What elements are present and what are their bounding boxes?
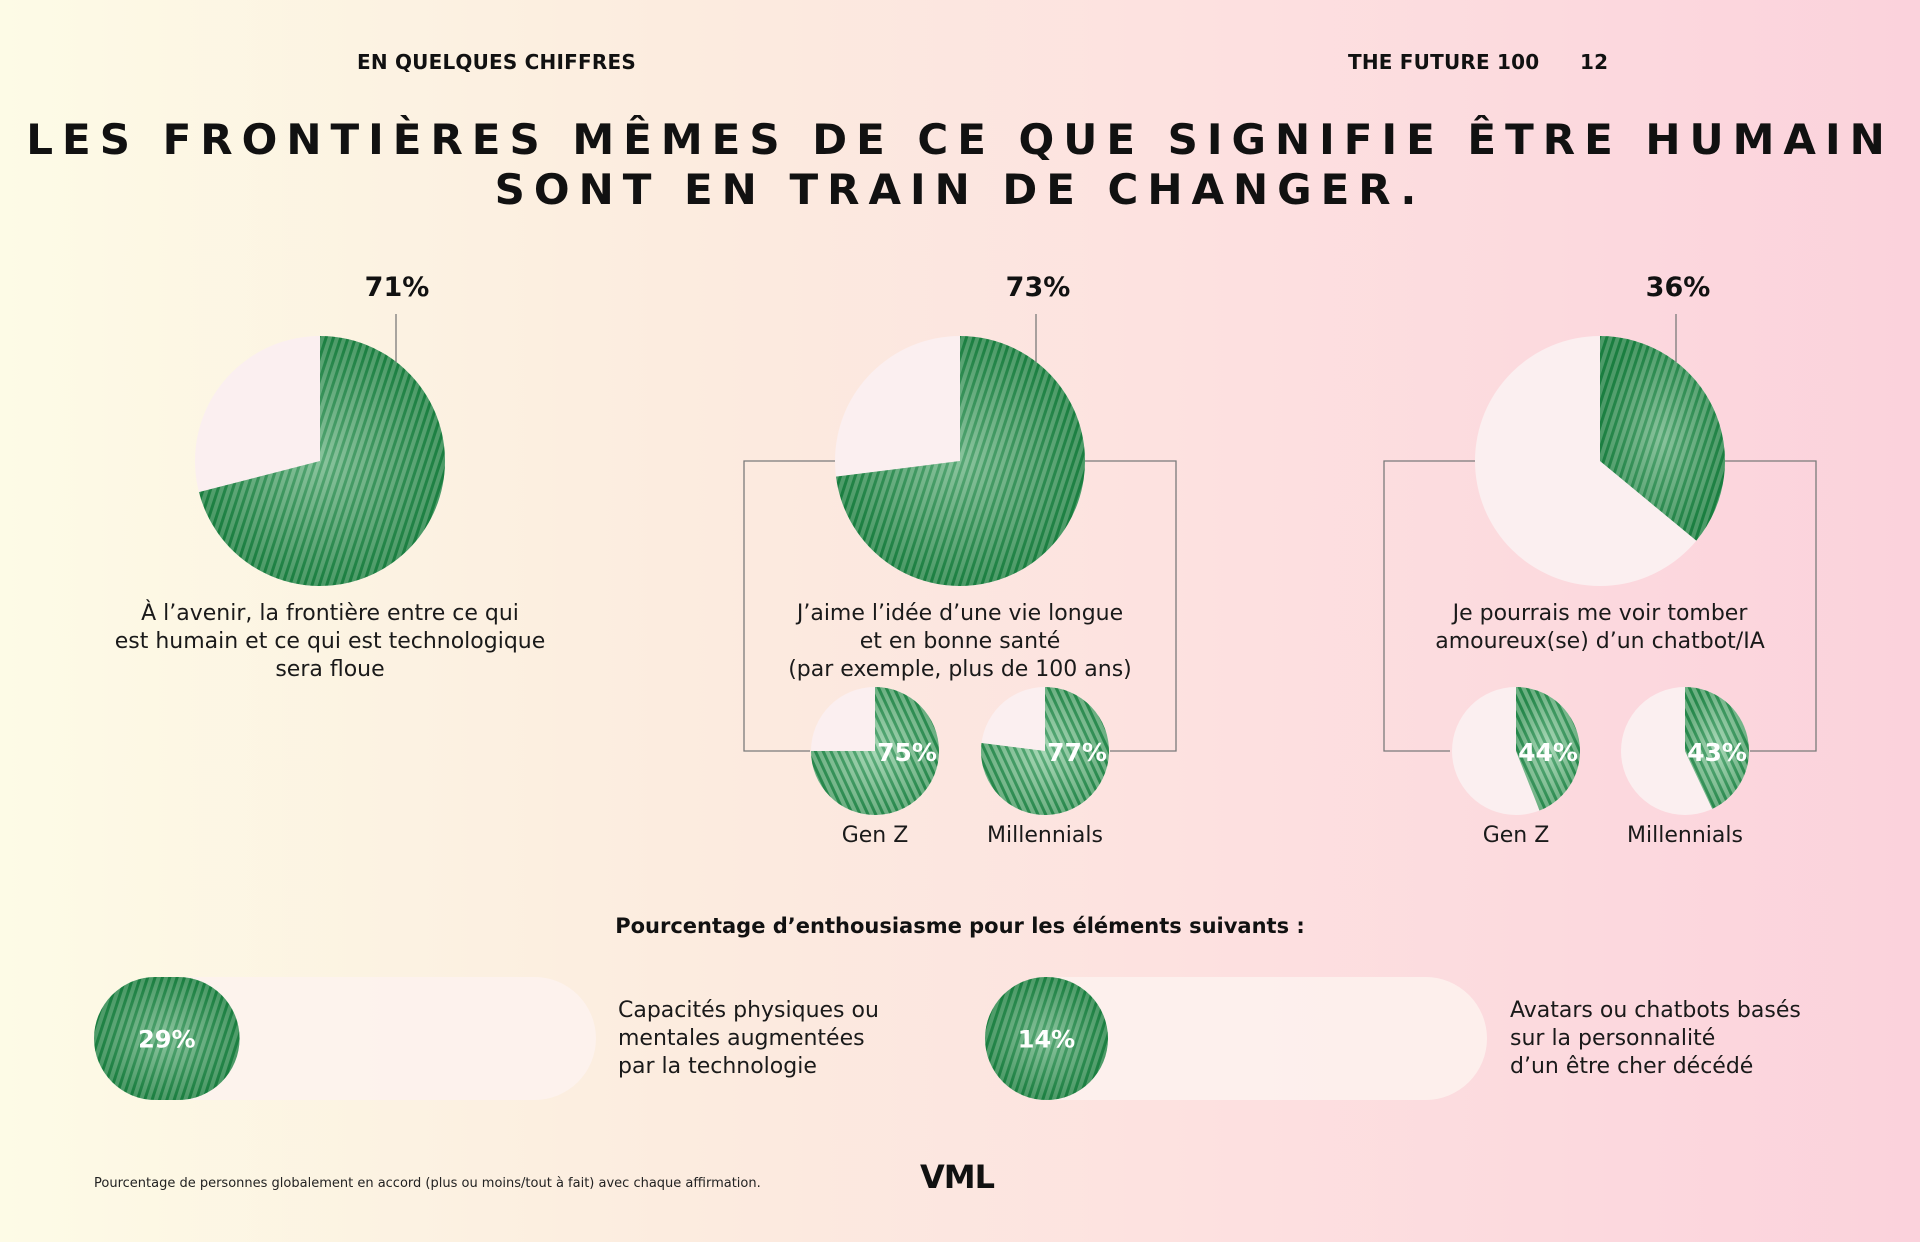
pie-1-caption-line: sera floue [275, 657, 385, 682]
pie-3-caption-line: Je pourrais me voir tomber [1452, 601, 1748, 626]
pie-3-bracket-right [1725, 460, 1817, 752]
page-title-line-2: SONT EN TRAIN DE CHANGER. [494, 165, 1426, 214]
bar-2-description-line: Avatars ou chatbots basés [1510, 998, 1801, 1023]
pie-3-bracket-left [1383, 460, 1475, 752]
bar-2-description: Avatars ou chatbots basés sur la personn… [1510, 997, 1801, 1081]
bar-1-description-line: par la technologie [618, 1054, 817, 1079]
bar-1-description: Capacités physiques ou mentales augmenté… [618, 997, 879, 1081]
bar-2-description-line: d’un être cher décédé [1510, 1054, 1754, 1079]
bar-1-fill-shade [94, 977, 240, 1100]
pie-1-value-label: 71% [364, 272, 430, 303]
page-title-line-1: LES FRONTIÈRES MÊMES DE CE QUE SIGNIFIE … [26, 115, 1894, 164]
pie-3-value-label: 36% [1645, 272, 1711, 303]
pie-2-caption-line: et en bonne santé [859, 629, 1061, 654]
pie-3-slice-shade [1600, 336, 1726, 541]
vml-logo: VML [920, 1158, 995, 1196]
pie-3-genz-label: Gen Z [1482, 823, 1550, 848]
pie-2-millennials-value-label: 77% [1047, 738, 1107, 767]
page-number: 12 [1580, 50, 1609, 74]
pie-2-slice-shade [835, 336, 1086, 587]
pie-2-caption-line: (par exemple, plus de 100 ans) [788, 657, 1132, 682]
pie-2-genz-label: Gen Z [841, 823, 909, 848]
pie-3-millennials-label: Millennials [1627, 823, 1743, 848]
pie-2-millennials-label: Millennials [987, 823, 1103, 848]
pie-2-bracket-left [743, 460, 835, 752]
pie-2-millennials-slice-shade [980, 687, 1109, 815]
publication-title: THE FUTURE 100 [1348, 50, 1540, 74]
pie-1-caption-line: est humain et ce qui est technologique [114, 629, 546, 654]
pie-2-caption: J’aime l’idée d’une vie longue et en bon… [760, 600, 1160, 684]
bar-1-description-line: Capacités physiques ou [618, 998, 879, 1023]
pie-2-value-label: 73% [1005, 272, 1071, 303]
pie-1-caption-line: À l’avenir, la frontière entre ce qui [141, 601, 519, 626]
pie-3-millennials-value-label: 43% [1687, 738, 1747, 767]
bar-2-description-line: sur la personnalité [1510, 1026, 1716, 1051]
enthusiasm-section-title: Pourcentage d’enthousiasme pour les élém… [615, 914, 1305, 938]
pie-3-genz-value-label: 44% [1518, 738, 1578, 767]
section-label: EN QUELQUES CHIFFRES [357, 50, 636, 74]
bar-2-track [985, 977, 1487, 1100]
footnote: Pourcentage de personnes globalement en … [94, 1176, 761, 1191]
pie-1-slice-shade [198, 336, 446, 586]
bar-2-fill-shade [985, 977, 1108, 1100]
pie-3-caption-line: amoureux(se) d’un chatbot/IA [1435, 629, 1765, 654]
pie-2-caption-line: J’aime l’idée d’une vie longue [796, 601, 1124, 626]
bar-2-value-label: 14% [1018, 1026, 1075, 1054]
bar-1-description-line: mentales augmentées [618, 1026, 865, 1051]
pie-2-genz-value-label: 75% [877, 738, 937, 767]
bar-1-value-label: 29% [138, 1026, 195, 1054]
pie-2-bracket-right [1085, 460, 1177, 752]
pie-3-millennials-slice-shade [1685, 687, 1750, 809]
pie-2-genz-slice-shade [811, 687, 939, 815]
pie-1-caption: À l’avenir, la frontière entre ce qui es… [110, 600, 550, 684]
pie-3-caption: Je pourrais me voir tomber amoureux(se) … [1400, 600, 1800, 656]
pie-3-genz-slice-shade [1516, 687, 1580, 811]
